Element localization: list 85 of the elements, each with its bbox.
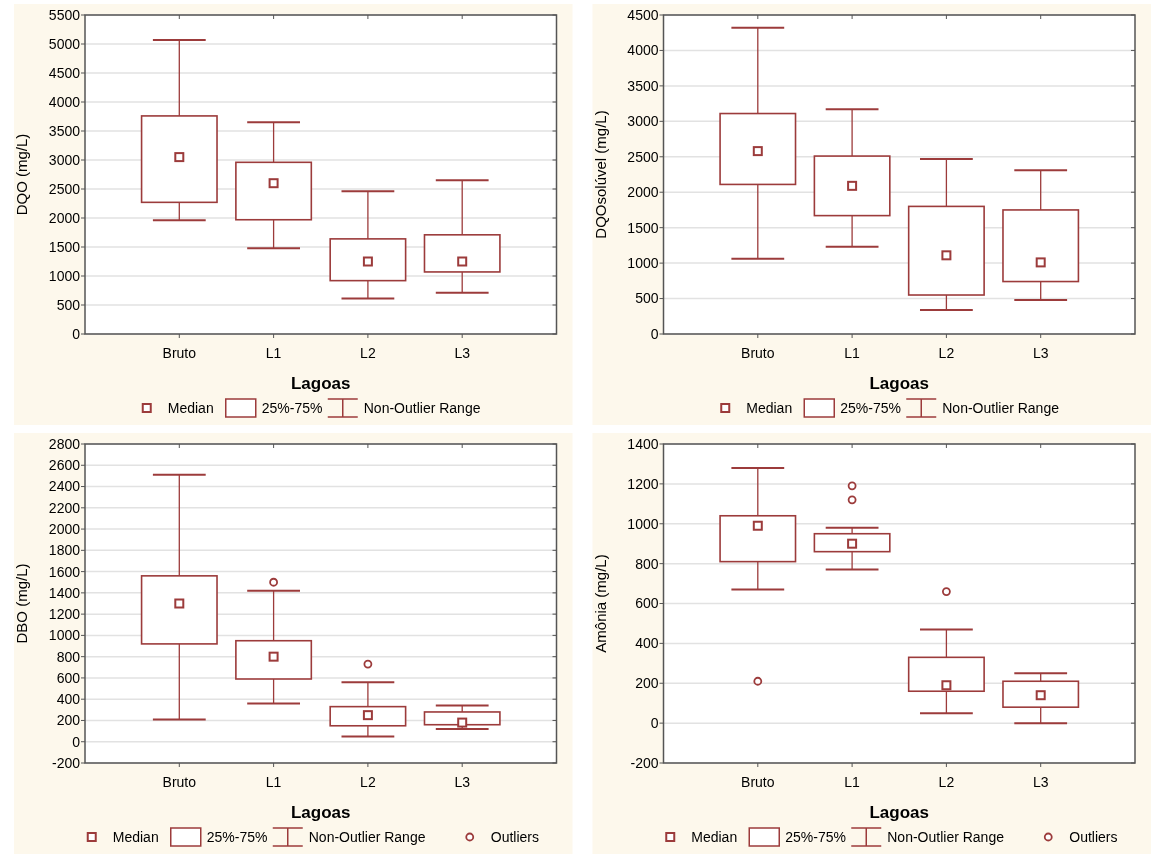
x-axis-title: Lagoas (869, 374, 930, 393)
text: Median (112, 829, 159, 845)
x-tick-label: L2 (938, 774, 955, 790)
text: Non-Outlier Range (363, 400, 481, 416)
x-tick-label: L3 (1032, 345, 1049, 361)
y-tick-label: 1600 (48, 563, 81, 580)
y-tick-label: 2000 (48, 520, 81, 537)
y-tick-label: 500 (56, 296, 81, 313)
y-tick-label: 1500 (627, 219, 659, 236)
y-tick-label: 0 (72, 325, 81, 342)
y-tick-label: -200 (630, 754, 659, 771)
x-tick-label: L3 (454, 774, 471, 790)
x-tick-label: L2 (938, 345, 955, 361)
y-tick-label: 2000 (48, 209, 81, 226)
y-axis-title: DBO (mg/L) (13, 563, 30, 644)
x-tick-label: L3 (454, 345, 471, 361)
y-tick-label: 0 (650, 715, 659, 732)
text: Non-Outlier Range (942, 400, 1060, 416)
text: Median (691, 829, 738, 845)
y-tick-label: 0 (650, 325, 659, 342)
y-tick-label: 2000 (627, 184, 659, 201)
y-tick-label: 800 (635, 555, 659, 572)
y-tick-label: 400 (56, 691, 81, 708)
x-tick-label: Bruto (162, 345, 197, 361)
x-tick-label: L1 (265, 345, 282, 361)
y-tick-label: 2400 (48, 478, 81, 495)
x-axis-title: Lagoas (290, 803, 351, 822)
text: 25%-75% (840, 400, 901, 416)
text: Non-Outlier Range (308, 829, 426, 845)
x-axis-title: Lagoas (290, 374, 351, 393)
text: Median (167, 400, 214, 416)
y-tick-label: 1000 (627, 255, 659, 272)
x-tick-label: Bruto (741, 345, 775, 361)
y-tick-label: 5000 (48, 35, 81, 52)
y-axis-title: DQOsolúvel (mg/L) (591, 110, 609, 239)
y-tick-label: 600 (635, 595, 659, 612)
y-tick-label: 3000 (627, 113, 659, 130)
x-tick-label: Bruto (741, 774, 775, 790)
y-tick-label: 1200 (627, 475, 659, 492)
y-tick-label: 4500 (627, 6, 659, 23)
text: 25%-75% (261, 400, 323, 416)
text: 25%-75% (206, 829, 268, 845)
y-tick-label: 3500 (627, 77, 659, 94)
y-tick-label: 2200 (48, 499, 81, 516)
x-axis-title: Lagoas (869, 803, 930, 822)
text: Outliers (1069, 829, 1118, 845)
x-tick-label: L1 (265, 774, 282, 790)
y-tick-label: 1000 (48, 267, 81, 284)
y-tick-label: 1000 (48, 627, 81, 644)
y-tick-label: 4000 (627, 42, 659, 59)
y-axis-title: DQO (mg/L) (13, 133, 30, 216)
y-tick-label: 600 (56, 669, 81, 686)
y-tick-label: 1200 (48, 606, 81, 623)
y-tick-label: 5500 (48, 6, 81, 23)
y-tick-label: 1400 (48, 584, 81, 601)
y-tick-label: 400 (635, 635, 659, 652)
y-tick-label: 1800 (48, 542, 81, 559)
text: Outliers (490, 829, 539, 845)
y-tick-label: 2500 (48, 180, 81, 197)
y-tick-label: 1500 (48, 238, 81, 255)
y-axis-title: Amônia (mg/L) (591, 554, 609, 653)
y-tick-label: 2800 (48, 435, 81, 452)
y-tick-label: 500 (635, 290, 659, 307)
text: Median (746, 400, 793, 416)
y-tick-label: 1400 (627, 435, 659, 452)
y-tick-label: 4500 (48, 64, 81, 81)
y-tick-label: 4000 (48, 93, 81, 110)
y-tick-label: 1000 (627, 515, 659, 532)
y-tick-label: -200 (51, 754, 81, 771)
y-tick-label: 3500 (48, 122, 81, 139)
x-tick-label: L1 (844, 774, 861, 790)
x-tick-label: Bruto (162, 774, 197, 790)
y-tick-label: 0 (72, 733, 81, 750)
y-tick-label: 3000 (48, 151, 81, 168)
text: Non-Outlier Range (887, 829, 1005, 845)
x-tick-label: L3 (1032, 774, 1049, 790)
y-tick-label: 2600 (48, 457, 81, 474)
y-tick-label: 200 (56, 712, 81, 729)
x-tick-label: L2 (360, 774, 376, 790)
x-tick-label: L1 (844, 345, 861, 361)
y-tick-label: 200 (635, 675, 659, 692)
text: 25%-75% (785, 829, 846, 845)
x-tick-label: L2 (360, 345, 376, 361)
y-tick-label: 800 (56, 648, 81, 665)
y-tick-label: 2500 (627, 148, 659, 165)
